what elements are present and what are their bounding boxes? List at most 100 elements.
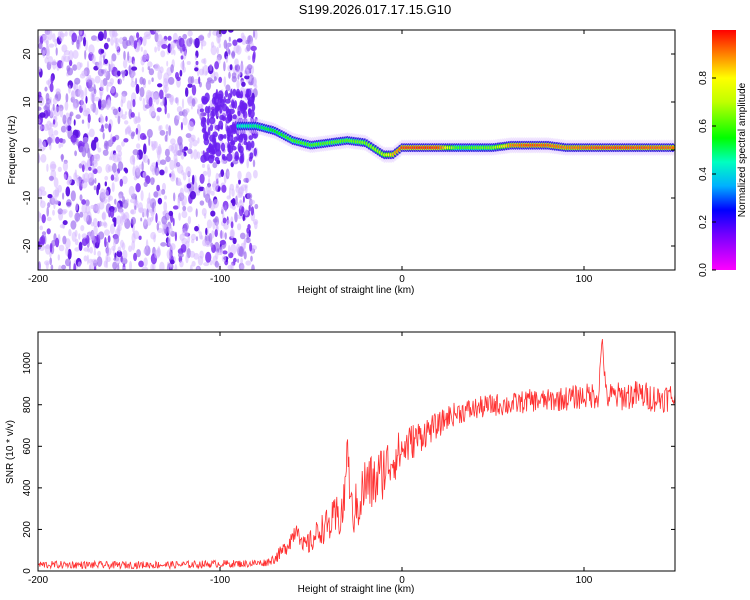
noise-speckle	[225, 55, 229, 63]
noise-speckle	[90, 139, 97, 151]
noise-speckle	[231, 204, 236, 210]
noise-speckle	[131, 66, 138, 71]
noise-speckle	[248, 229, 251, 238]
noise-speckle	[235, 195, 238, 206]
x-tick-label: -200	[28, 274, 48, 285]
noise-speckle	[168, 144, 174, 152]
noise-speckle	[91, 172, 95, 180]
noise-speckle	[250, 45, 257, 52]
noise-speckle	[119, 178, 124, 187]
noise-speckle	[224, 141, 228, 149]
noise-speckle	[81, 164, 85, 173]
noise-speckle	[202, 239, 207, 247]
noise-speckle	[44, 57, 49, 64]
noise-speckle	[159, 89, 164, 100]
noise-speckle	[83, 255, 88, 262]
noise-speckle	[219, 114, 225, 121]
noise-speckle	[187, 76, 193, 85]
noise-speckle	[230, 262, 234, 270]
noise-speckle	[109, 30, 115, 38]
noise-speckle	[186, 61, 191, 65]
noise-speckle	[168, 125, 172, 136]
noise-speckle	[160, 159, 167, 165]
noise-speckle	[143, 181, 148, 187]
noise-speckle	[57, 166, 62, 172]
noise-speckle	[78, 233, 81, 240]
noise-speckle	[98, 220, 102, 227]
noise-speckle	[159, 261, 165, 270]
noise-speckle	[74, 229, 78, 237]
noise-speckle	[113, 239, 117, 248]
noise-speckle	[130, 209, 135, 215]
noise-speckle	[192, 139, 198, 147]
noise-speckle	[212, 162, 218, 169]
noise-speckle	[226, 219, 231, 224]
noise-speckle	[116, 250, 123, 258]
snr-frame	[37, 331, 676, 572]
noise-speckle	[191, 238, 195, 244]
noise-speckle	[182, 33, 188, 40]
noise-speckle	[141, 66, 145, 73]
noise-speckle	[178, 252, 184, 258]
noise-speckle	[50, 264, 54, 270]
noise-speckle	[161, 215, 168, 225]
noise-speckle	[248, 204, 251, 212]
noise-speckle	[115, 38, 118, 49]
noise-speckle	[163, 72, 170, 84]
noise-speckle	[125, 126, 131, 135]
noise-speckle	[224, 204, 227, 211]
noise-speckle	[92, 204, 99, 211]
noise-speckle	[68, 59, 73, 67]
noise-speckle	[191, 84, 197, 96]
noise-speckle	[38, 139, 43, 150]
noise-speckle	[141, 266, 148, 270]
noise-speckle	[96, 234, 99, 246]
noise-speckle	[90, 91, 95, 103]
noise-speckle	[97, 61, 103, 70]
noise-speckle	[58, 265, 62, 270]
noise-speckle	[253, 169, 258, 179]
noise-speckle	[77, 261, 82, 268]
noise-speckle	[248, 135, 254, 141]
noise-speckle	[44, 260, 50, 266]
noise-speckle	[60, 32, 66, 38]
noise-speckle	[243, 177, 249, 183]
noise-speckle	[148, 68, 155, 76]
noise-speckle	[110, 37, 114, 46]
noise-speckle	[172, 205, 179, 210]
noise-speckle	[204, 131, 209, 142]
noise-speckle	[246, 192, 253, 200]
noise-speckle	[187, 96, 193, 104]
noise-speckle	[39, 96, 45, 106]
noise-speckle	[194, 67, 199, 72]
noise-speckle	[148, 97, 153, 107]
noise-speckle	[248, 98, 252, 107]
noise-speckle	[228, 244, 231, 255]
noise-speckle	[93, 266, 97, 270]
noise-speckle	[157, 83, 163, 88]
noise-speckle	[100, 99, 107, 109]
noise-speckle	[52, 97, 58, 105]
noise-speckle	[201, 163, 206, 168]
noise-speckle	[79, 145, 85, 153]
y-tick-label: 0	[22, 147, 33, 153]
noise-speckle	[146, 128, 153, 138]
noise-speckle	[186, 38, 193, 47]
noise-speckle	[85, 96, 88, 104]
noise-speckle	[162, 96, 165, 106]
noise-speckle	[231, 99, 235, 108]
noise-speckle	[191, 98, 196, 107]
noise-speckle	[185, 133, 192, 139]
noise-speckle	[201, 208, 207, 216]
noise-speckle	[70, 134, 77, 143]
noise-speckle	[234, 211, 238, 223]
snr-y-label: SNR (10 * v/v)	[5, 420, 16, 484]
noise-speckle	[107, 197, 111, 203]
noise-speckle	[153, 191, 159, 198]
noise-speckle	[127, 51, 130, 62]
noise-speckle	[180, 122, 183, 131]
noise-speckle	[180, 244, 187, 253]
noise-speckle	[59, 107, 64, 118]
noise-speckle	[209, 124, 214, 132]
noise-speckle	[150, 263, 155, 270]
